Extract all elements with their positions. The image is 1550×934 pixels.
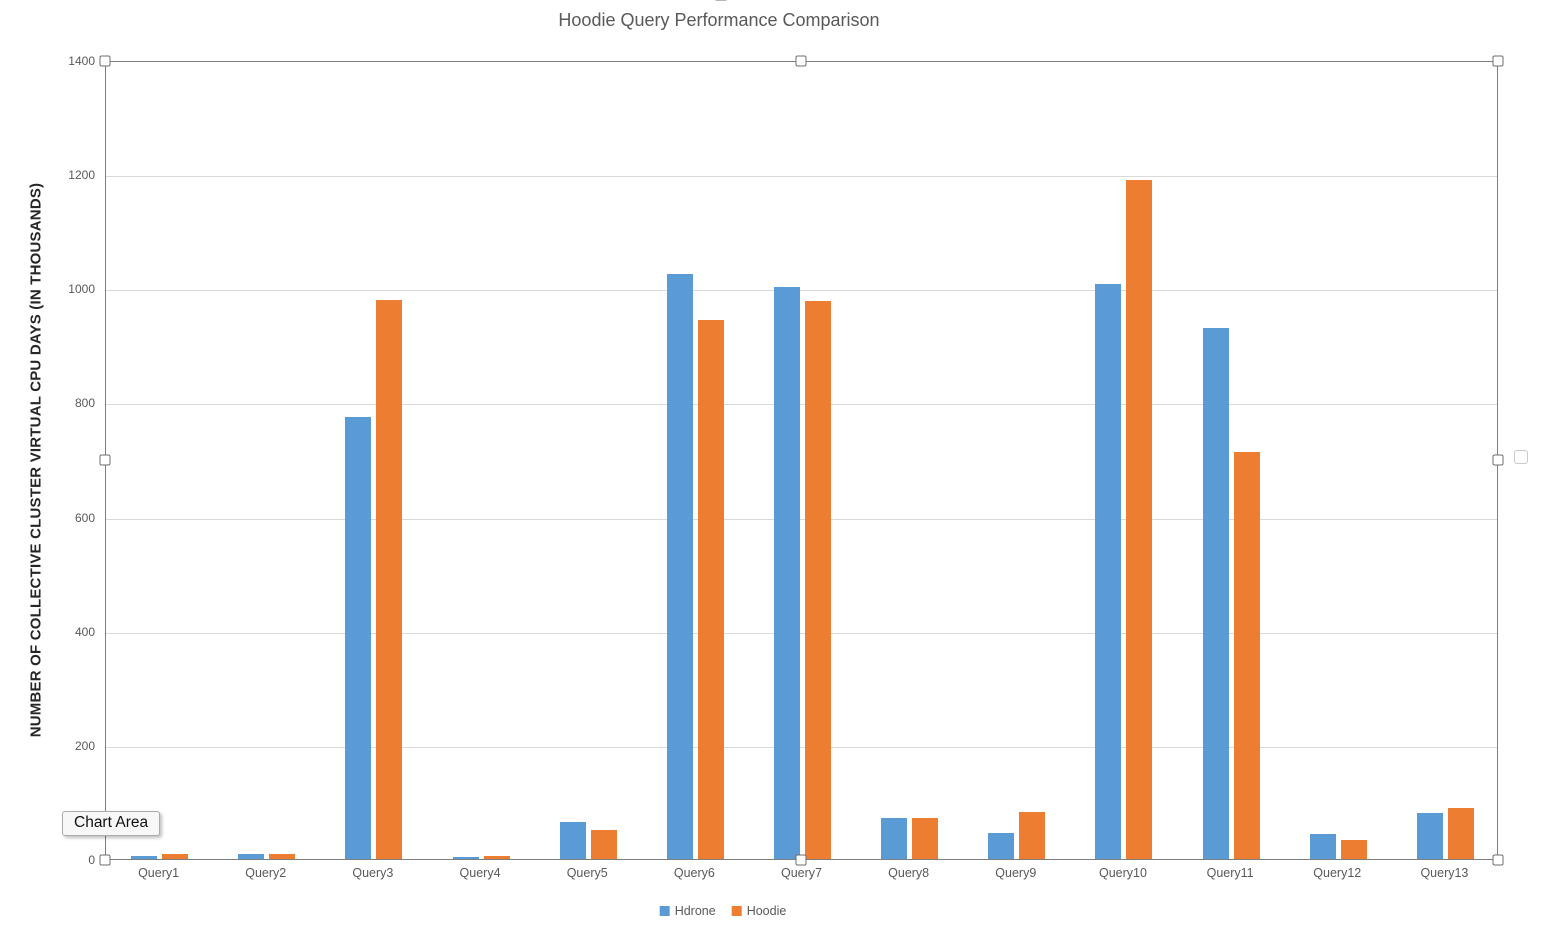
plot-resize-handle-bottom-left[interactable]: [99, 854, 111, 866]
bar-hoodie-query8[interactable]: [912, 817, 939, 859]
bar-hdrone-query3[interactable]: [345, 416, 372, 859]
legend-label-hoodie: Hoodie: [746, 904, 787, 918]
bar-hoodie-query4[interactable]: [483, 856, 510, 859]
plot-area[interactable]: [105, 61, 1498, 860]
plot-resize-handle-bottom-right[interactable]: [1492, 854, 1504, 866]
plot-resize-handle-top-right[interactable]: [1492, 55, 1504, 67]
ytick-label-1200: 1200: [68, 168, 95, 183]
bar-hoodie-query9[interactable]: [1019, 812, 1046, 859]
gridline-600: [106, 518, 1497, 520]
chart-frame-handle-right[interactable]: [1514, 450, 1528, 464]
bar-hoodie-query7[interactable]: [805, 300, 831, 859]
gridline-1200: [106, 176, 1497, 178]
gridline-1000: [106, 290, 1497, 292]
xcat-label-query2: Query2: [245, 866, 287, 880]
xcat-label-query5: Query5: [566, 866, 608, 880]
bar-hdrone-query12[interactable]: [1309, 834, 1336, 859]
chart-frame-handle-top[interactable]: [714, 0, 728, 1]
legend[interactable]: Hdrone Hoodie: [659, 904, 787, 918]
plot-resize-handle-middle-right[interactable]: [1492, 454, 1504, 466]
bar-hoodie-query12[interactable]: [1340, 839, 1367, 859]
xcat-label-query9: Query9: [995, 866, 1037, 880]
gridline-800: [106, 404, 1497, 406]
chart-area-tooltip: Chart Area: [62, 811, 161, 836]
bar-hdrone-query4[interactable]: [452, 856, 479, 859]
legend-swatch-hoodie: [731, 906, 742, 916]
bar-hoodie-query2[interactable]: [269, 854, 296, 859]
ytick-label-1000: 1000: [68, 282, 95, 297]
bar-hdrone-query7[interactable]: [774, 286, 800, 859]
bar-hoodie-query6[interactable]: [697, 319, 724, 859]
bar-hoodie-query10[interactable]: [1126, 179, 1153, 859]
bar-hoodie-query5[interactable]: [590, 829, 617, 859]
bar-hoodie-query1[interactable]: [162, 853, 189, 859]
bar-hdrone-query5[interactable]: [559, 822, 586, 859]
gridline-200: [106, 746, 1497, 748]
ytick-label-400: 400: [74, 624, 95, 639]
bar-hdrone-query13[interactable]: [1416, 812, 1443, 859]
xcat-label-query7: Query7: [781, 866, 822, 880]
legend-item-hdrone[interactable]: Hdrone: [659, 904, 716, 918]
xcat-label-query13: Query13: [1420, 866, 1469, 880]
bar-hdrone-query8[interactable]: [881, 818, 908, 859]
xcat-label-query12: Query12: [1313, 866, 1362, 880]
gridline-400: [106, 632, 1497, 634]
ytick-label-800: 800: [74, 396, 95, 411]
bar-hdrone-query6[interactable]: [666, 274, 693, 859]
xcat-label-query4: Query4: [459, 866, 501, 880]
ytick-label-200: 200: [74, 738, 95, 753]
chart-title: Hoodie Query Performance Comparison: [558, 10, 880, 30]
xcat-label-query8: Query8: [888, 866, 930, 880]
xcat-label-query10: Query10: [1098, 866, 1147, 880]
legend-item-hoodie[interactable]: Hoodie: [731, 904, 787, 918]
ytick-label-0: 0: [88, 853, 95, 867]
plot-resize-handle-top-center[interactable]: [795, 55, 807, 67]
xcat-label-query1: Query1: [138, 866, 180, 880]
bar-hdrone-query10[interactable]: [1095, 284, 1122, 859]
plot-resize-handle-top-left[interactable]: [99, 55, 111, 67]
xcat-label-query11: Query11: [1206, 866, 1254, 880]
bar-hoodie-query11[interactable]: [1233, 452, 1260, 859]
bar-hoodie-query13[interactable]: [1447, 807, 1474, 859]
y-axis-title: NUMBER OF COLLECTIVE CLUSTER VIRTUAL CPU…: [27, 182, 45, 738]
plot-resize-handle-bottom-center[interactable]: [795, 854, 807, 866]
legend-swatch-hdrone: [659, 906, 670, 916]
bar-hdrone-query11[interactable]: [1202, 328, 1229, 859]
bar-hoodie-query3[interactable]: [376, 299, 403, 859]
ytick-label-600: 600: [74, 510, 95, 525]
xcat-label-query6: Query6: [673, 866, 715, 880]
bar-hdrone-query9[interactable]: [988, 832, 1015, 859]
plot-resize-handle-middle-left[interactable]: [99, 454, 111, 466]
ytick-label-1400: 1400: [68, 54, 95, 68]
bar-hdrone-query2[interactable]: [238, 853, 265, 859]
bar-hdrone-query1[interactable]: [131, 856, 158, 859]
xcat-label-query3: Query3: [352, 866, 394, 880]
legend-label-hdrone: Hdrone: [674, 904, 716, 918]
